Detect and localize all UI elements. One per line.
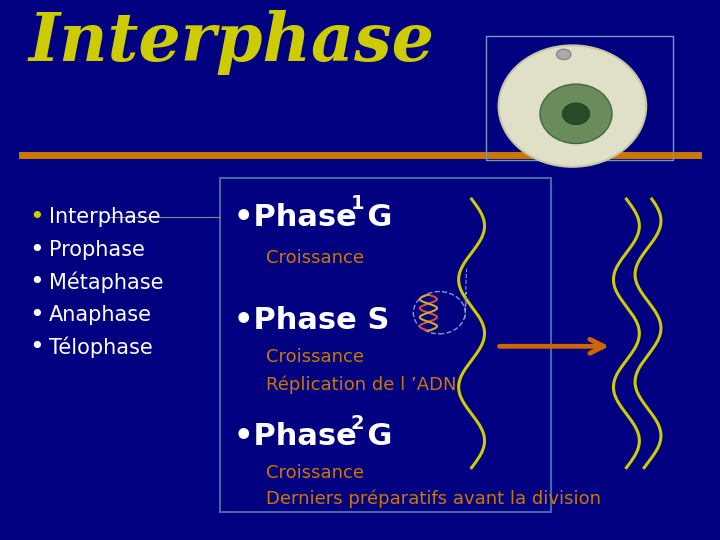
Text: •: • bbox=[29, 270, 43, 294]
Bar bbox=[220, 178, 551, 511]
Text: Derniers préparatifs avant la division: Derniers préparatifs avant la division bbox=[266, 489, 601, 508]
Ellipse shape bbox=[540, 84, 612, 144]
Bar bbox=[486, 36, 673, 160]
Text: Croissance: Croissance bbox=[266, 348, 364, 366]
Text: Croissance: Croissance bbox=[266, 249, 364, 267]
Text: Interphase: Interphase bbox=[49, 207, 161, 227]
Text: Anaphase: Anaphase bbox=[49, 305, 152, 325]
Text: •Phase G: •Phase G bbox=[234, 422, 392, 451]
Text: Prophase: Prophase bbox=[49, 240, 145, 260]
Text: Métaphase: Métaphase bbox=[49, 272, 163, 293]
Text: •Phase S: •Phase S bbox=[234, 306, 390, 335]
Text: •: • bbox=[29, 238, 43, 262]
Ellipse shape bbox=[562, 103, 590, 125]
Text: 2: 2 bbox=[351, 414, 364, 433]
Text: Réplication de l ’ADN: Réplication de l ’ADN bbox=[266, 376, 457, 394]
Circle shape bbox=[557, 49, 571, 59]
Text: •: • bbox=[29, 335, 43, 359]
Text: Interphase: Interphase bbox=[29, 10, 435, 75]
Text: 1: 1 bbox=[351, 194, 364, 213]
Text: •Phase G: •Phase G bbox=[234, 202, 392, 232]
Ellipse shape bbox=[498, 45, 647, 167]
Text: •: • bbox=[29, 303, 43, 327]
Text: •: • bbox=[29, 205, 43, 229]
Text: Télophase: Télophase bbox=[49, 336, 153, 358]
Text: Croissance: Croissance bbox=[266, 464, 364, 482]
